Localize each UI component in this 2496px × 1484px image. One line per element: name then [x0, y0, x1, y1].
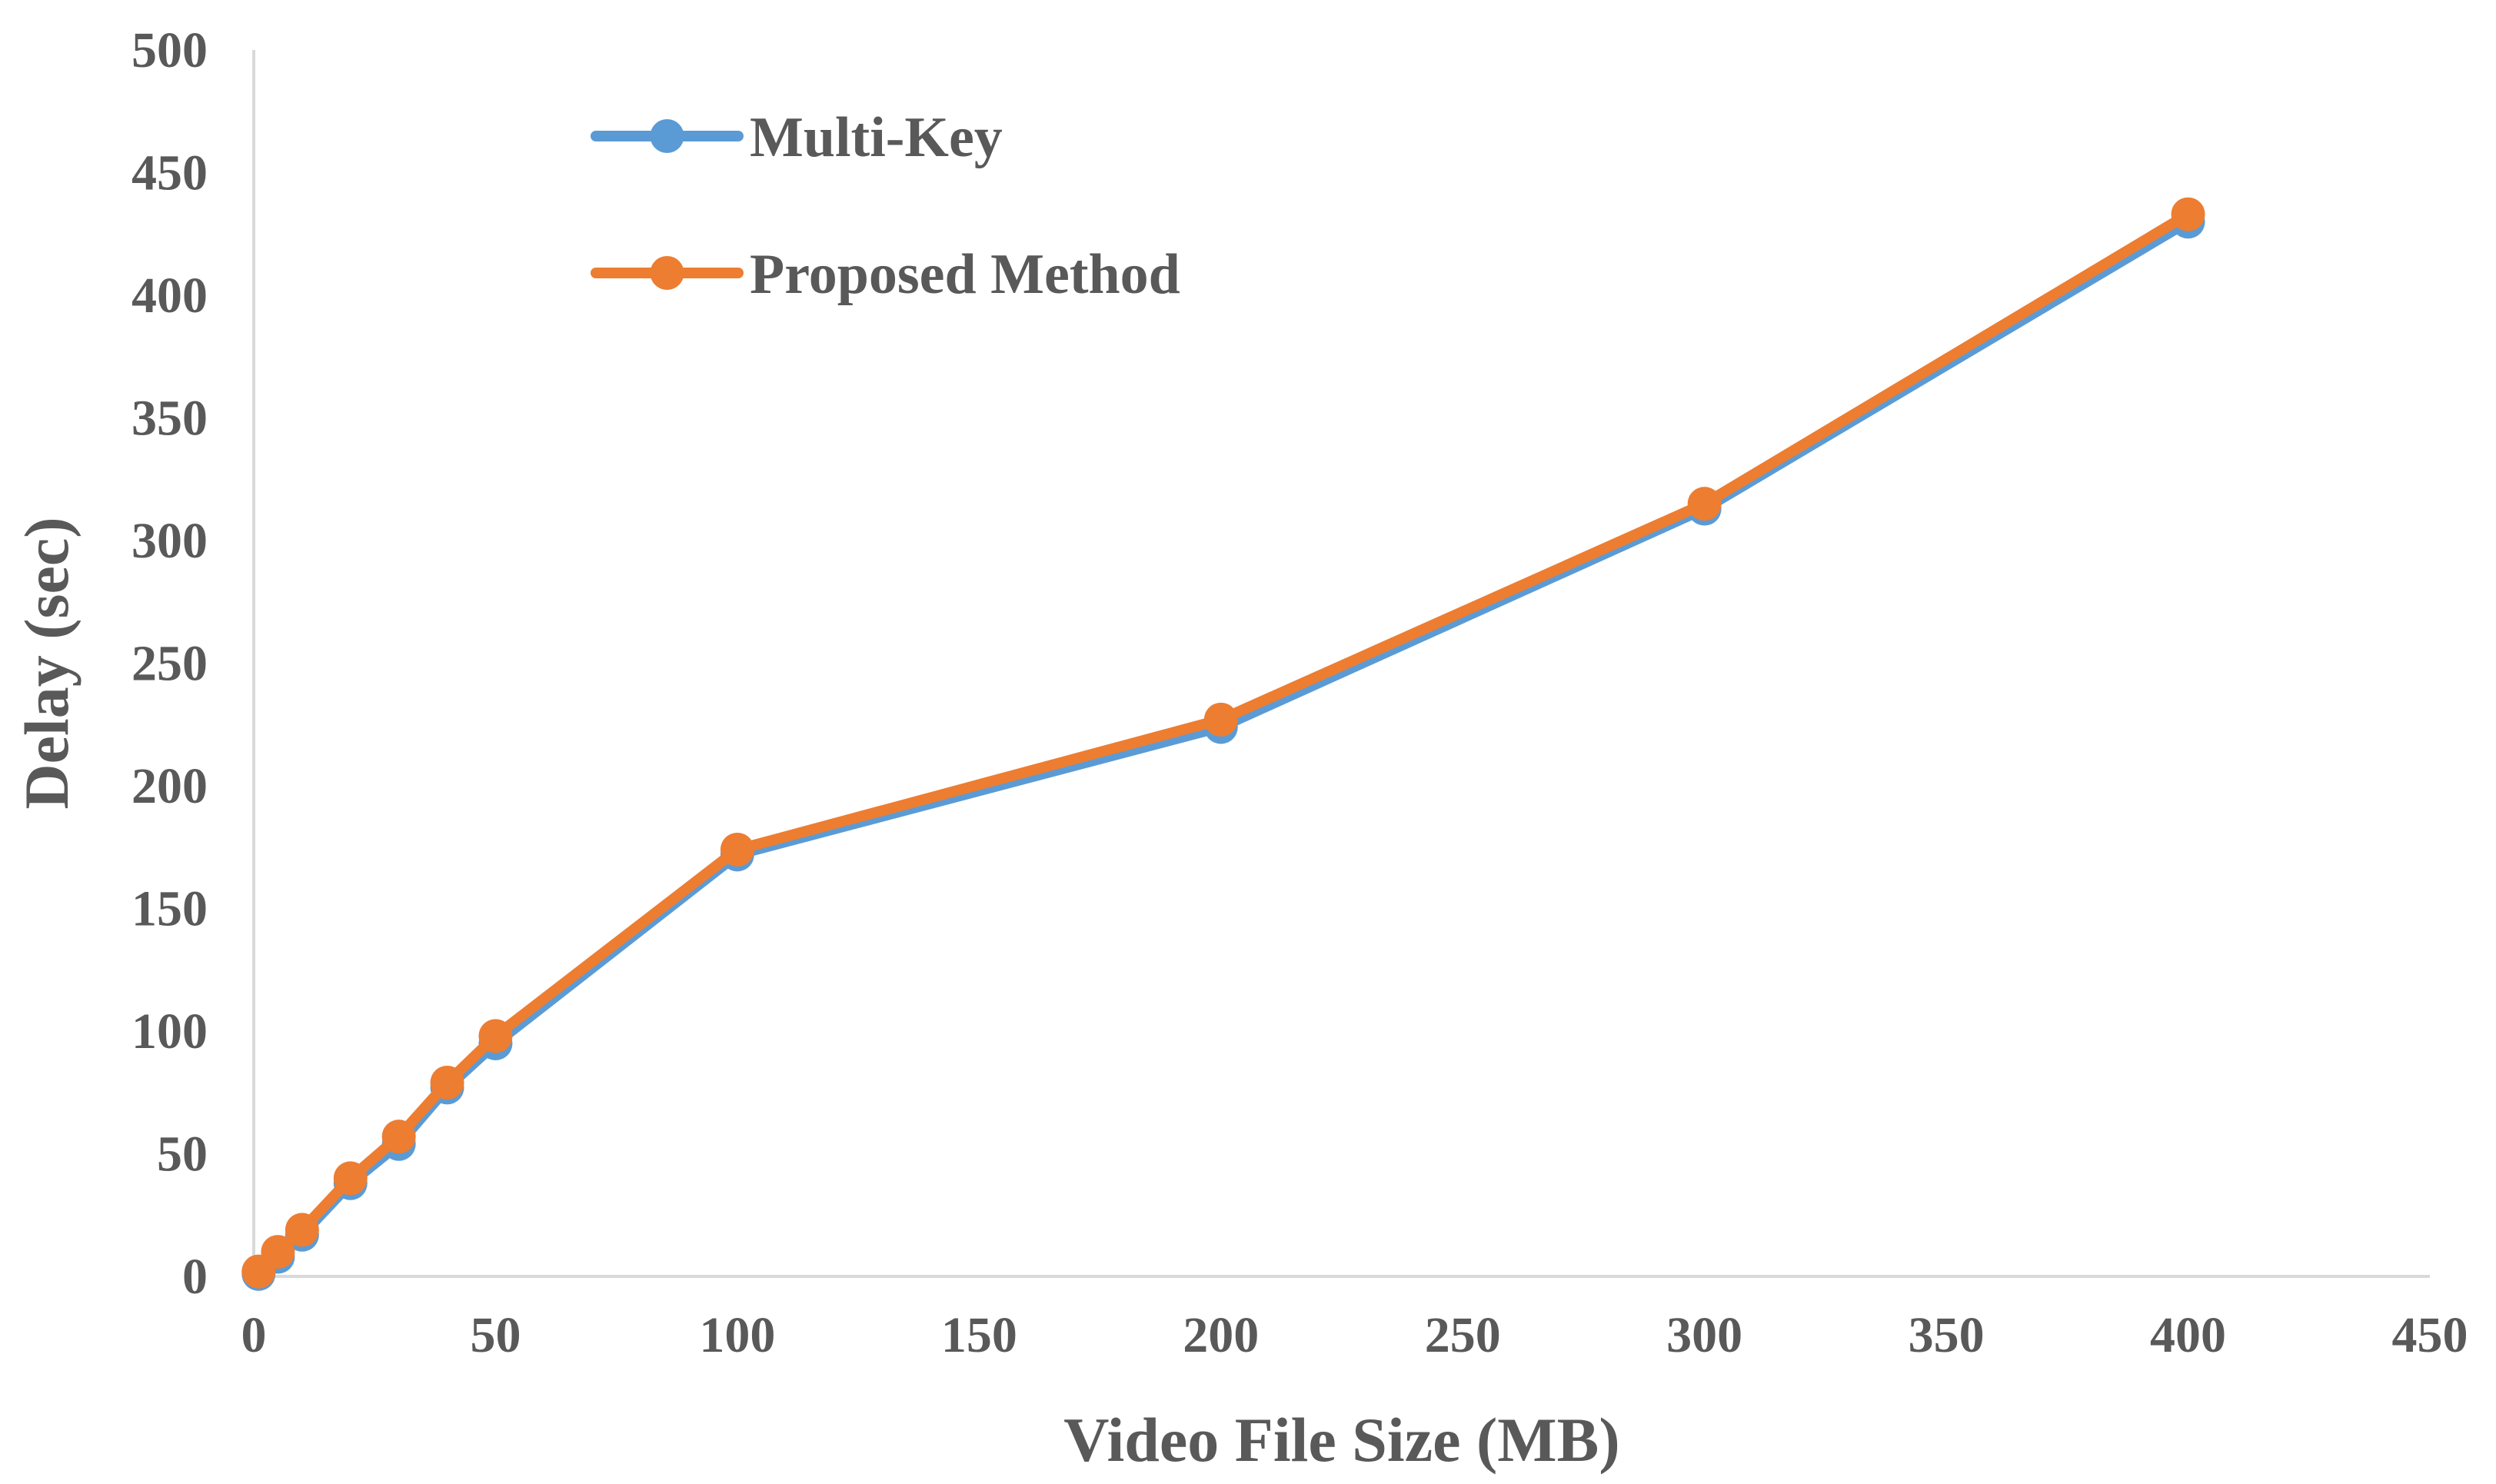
y-tick-label: 150 — [131, 881, 208, 937]
legend-label: Proposed Method — [750, 243, 1180, 306]
data-point — [430, 1065, 464, 1100]
x-tick-label: 200 — [1183, 1307, 1259, 1363]
data-point — [1687, 487, 1722, 521]
y-tick-label: 500 — [131, 22, 208, 78]
x-tick-label: 0 — [241, 1307, 267, 1363]
data-point — [1203, 702, 1238, 737]
data-point — [720, 832, 754, 867]
x-tick-label: 150 — [941, 1307, 1017, 1363]
y-tick-label: 450 — [131, 145, 208, 201]
y-tick-label: 250 — [131, 636, 208, 692]
x-tick-label: 50 — [470, 1307, 521, 1363]
x-tick-label: 100 — [699, 1307, 775, 1363]
series-proposed-method — [241, 197, 2205, 1289]
y-tick-label: 0 — [182, 1249, 208, 1305]
x-tick-label: 400 — [2150, 1307, 2226, 1363]
legend-marker — [650, 256, 684, 290]
x-tick-label: 300 — [1666, 1307, 1742, 1363]
data-point — [2171, 197, 2205, 231]
axes — [252, 50, 2430, 1278]
data-point — [285, 1213, 319, 1247]
y-tick-label: 350 — [131, 391, 208, 447]
legend-item: Multi-Key — [591, 106, 1003, 169]
y-tick-label: 400 — [131, 268, 208, 324]
y-axis-title: Delay (sec) — [12, 517, 82, 809]
series-layer — [241, 197, 2205, 1291]
y-tick-label: 100 — [131, 1003, 208, 1060]
series-line — [253, 216, 2194, 1279]
x-tick-labels: 0 50 100 150 200 250 300 350 400 450 — [241, 1307, 2468, 1363]
y-tick-labels: 0 50 100 150 200 250 300 350 400 450 500 — [131, 22, 208, 1305]
x-tick-label: 450 — [2392, 1307, 2468, 1363]
data-point — [381, 1120, 416, 1154]
legend: Multi-Key Proposed Method — [591, 106, 1180, 306]
data-point — [478, 1019, 513, 1053]
x-tick-label: 350 — [1909, 1307, 1985, 1363]
y-tick-label: 50 — [157, 1126, 208, 1183]
x-axis-title: Video File Size (MB) — [1063, 1405, 1619, 1475]
legend-label: Multi-Key — [750, 106, 1003, 169]
y-tick-label: 200 — [131, 758, 208, 814]
data-point — [333, 1161, 368, 1196]
x-tick-label: 250 — [1425, 1307, 1501, 1363]
legend-item: Proposed Method — [591, 243, 1180, 306]
legend-marker — [650, 119, 684, 153]
series-multi-key — [241, 205, 2205, 1291]
y-tick-label: 300 — [131, 513, 208, 569]
data-point — [261, 1235, 295, 1269]
